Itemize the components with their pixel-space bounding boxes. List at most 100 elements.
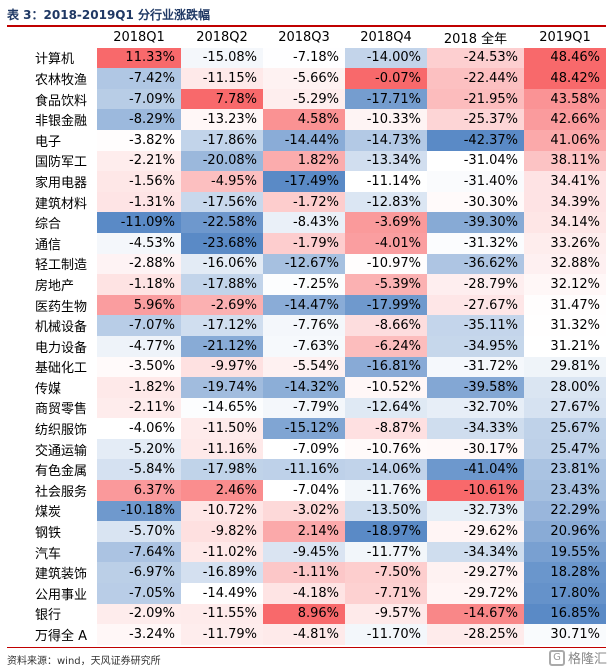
industry-name: 医药生物 [35, 299, 88, 315]
return-cell: -19.74% [181, 377, 263, 398]
table-row: 传媒 -1.82% -19.74% -14.32% -10.52% -39.58% 28.0… [7, 377, 606, 398]
table-row: 钢铁 -5.70% -9.82% 2.14% -18.97% -29.62% 20.96% [7, 521, 606, 542]
industry-name: 机械设备 [35, 320, 88, 336]
return-cell: -17.12% [181, 315, 263, 336]
table-row: 房地产 -1.18% -17.88% -7.25% -5.39% -28.79% 32.12… [7, 274, 606, 295]
return-cell: -10.33% [345, 109, 427, 130]
watermark-logo-icon: G [548, 649, 565, 666]
industry-name: 银行 [35, 608, 62, 624]
return-cell: -20.08% [181, 150, 263, 172]
industry-name: 国防军工 [35, 155, 88, 171]
table-caption: 表 3：2018-2019Q1 分行业涨跌幅 [7, 8, 211, 22]
table-row: 交通运输 -5.20% -11.16% -7.09% -10.76% -30.17% 25.… [7, 438, 606, 460]
return-cell: -31.32% [427, 232, 524, 254]
return-cell: -15.12% [263, 418, 345, 439]
table-row: 通信 -4.53% -23.68% -1.79% -4.01% -31.32% 33.26% [7, 232, 606, 254]
return-cell: -4.18% [263, 583, 345, 604]
return-cell: -0.07% [345, 68, 427, 89]
return-cell: -4.06% [97, 418, 181, 439]
industry-name: 基础化工 [35, 361, 88, 377]
watermark-text: 格隆汇 [567, 652, 607, 667]
return-cell: -5.66% [263, 68, 345, 89]
top-rule [7, 25, 606, 27]
return-cell: -2.11% [97, 397, 181, 419]
return-cell: 27.67% [524, 397, 606, 419]
return-cell: -30.17% [427, 438, 524, 460]
return-cell: -39.30% [427, 212, 524, 233]
return-cell: 5.96% [97, 294, 181, 316]
return-cell: -7.63% [263, 335, 345, 357]
return-cell: 48.42% [524, 68, 606, 89]
table-row: 综合 -11.09% -22.58% -8.43% -3.69% -39.30% 34.14… [7, 212, 606, 233]
industry-name: 商贸零售 [35, 402, 88, 418]
return-cell: -10.18% [97, 500, 181, 522]
return-cell: -34.95% [427, 335, 524, 357]
industry-name: 通信 [35, 237, 62, 253]
return-cell: -11.79% [181, 624, 263, 645]
return-cell: -3.02% [263, 500, 345, 522]
return-cell: 31.21% [524, 335, 606, 357]
return-cell: -14.44% [263, 129, 345, 151]
table-row: 汽车 -7.64% -11.02% -9.45% -11.77% -34.34% 19.55… [7, 541, 606, 563]
return-cell: -10.72% [181, 500, 263, 522]
return-cell: -11.09% [97, 212, 181, 233]
return-cell: -14.67% [427, 603, 524, 625]
return-cell: -14.32% [263, 377, 345, 398]
return-cell: 31.47% [524, 294, 606, 316]
return-cell: -11.70% [345, 624, 427, 645]
header-cell: 2018Q1 [113, 29, 165, 45]
return-cell: 33.26% [524, 232, 606, 254]
return-cell: -29.62% [427, 521, 524, 542]
return-cell: -7.64% [97, 541, 181, 563]
return-cell: -1.79% [263, 232, 345, 254]
return-cell: -31.04% [427, 150, 524, 172]
table-row: 公用事业 -7.05% -14.49% -4.18% -7.71% -29.72% 17.8… [7, 583, 606, 604]
return-cell: -16.89% [181, 562, 263, 584]
return-cell: -21.12% [181, 335, 263, 357]
return-cell: -4.53% [97, 232, 181, 254]
return-cell: -4.95% [181, 171, 263, 192]
return-cell: 2.14% [263, 521, 345, 542]
return-cell: 34.39% [524, 191, 606, 213]
return-cell: 41.06% [524, 129, 606, 151]
table-body: 计算机 11.33% -15.08% -7.18% -14.00% -24.53% 48.4… [7, 47, 606, 645]
return-cell: -21.95% [427, 88, 524, 110]
table-row: 国防军工 -2.21% -20.08% 1.82% -13.34% -31.04% 38.1… [7, 150, 606, 172]
return-cell: 29.81% [524, 356, 606, 378]
return-cell: -29.27% [427, 562, 524, 584]
return-cell: -17.49% [263, 171, 345, 192]
return-cell: -9.82% [181, 521, 263, 542]
return-cell: 19.55% [524, 541, 606, 563]
industry-name: 万得全 A [35, 629, 88, 645]
table-row: 非银金融 -8.29% -13.23% 4.58% -10.33% -25.37% 42.6… [7, 109, 606, 130]
return-cell: -1.11% [263, 562, 345, 584]
return-cell: 23.81% [524, 459, 606, 481]
return-cell: -34.34% [427, 541, 524, 563]
return-cell: -41.04% [427, 459, 524, 481]
return-cell: -31.40% [427, 171, 524, 192]
return-cell: -7.25% [263, 274, 345, 295]
industry-name: 建筑装饰 [35, 567, 88, 583]
return-cell: -7.50% [345, 562, 427, 584]
return-cell: 34.14% [524, 212, 606, 233]
table-row: 医药生物 5.96% -2.69% -14.47% -17.99% -27.67% 31.4… [7, 294, 606, 316]
table-row: 农林牧渔 -7.42% -11.15% -5.66% -0.07% -22.44% 48.4… [7, 68, 606, 89]
industry-name: 建筑材料 [35, 196, 88, 212]
return-cell: 4.58% [263, 109, 345, 130]
return-cell: -29.72% [427, 583, 524, 604]
return-cell: -8.66% [345, 315, 427, 336]
industry-name: 非银金融 [35, 114, 88, 130]
return-cell: -35.11% [427, 315, 524, 336]
return-cell: -7.79% [263, 397, 345, 419]
watermark: G 格隆汇 [548, 648, 607, 667]
return-cell: 8.96% [263, 603, 345, 625]
table-row: 纺织服饰 -4.06% -11.50% -15.12% -8.87% -34.33% 25.… [7, 418, 606, 439]
industry-name: 家用电器 [35, 175, 88, 191]
return-cell: -2.21% [97, 150, 181, 172]
return-cell: -11.76% [345, 480, 427, 501]
return-cell: -23.68% [181, 232, 263, 254]
return-cell: -11.02% [181, 541, 263, 563]
return-cell: -31.72% [427, 356, 524, 378]
return-cell: -11.16% [263, 459, 345, 481]
return-cell: -14.47% [263, 294, 345, 316]
